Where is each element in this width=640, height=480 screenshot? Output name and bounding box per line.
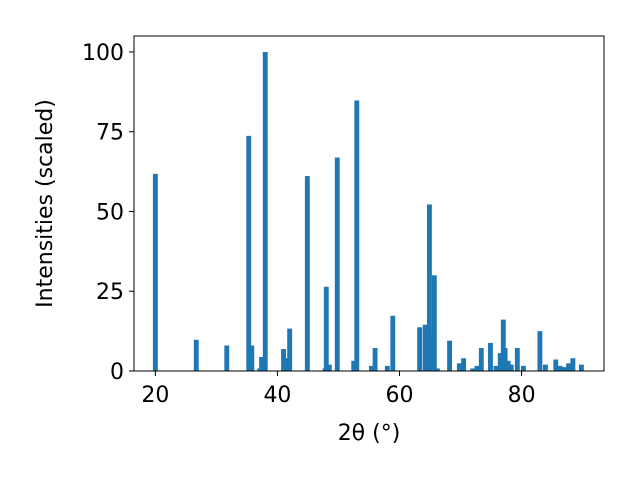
bar (384, 365, 390, 371)
bar (262, 51, 268, 371)
bar (456, 363, 462, 371)
x-axis-ticks: 20 40 60 80 (141, 371, 536, 408)
bar (287, 328, 293, 371)
bar (508, 364, 514, 371)
bar (259, 356, 265, 371)
bar (323, 286, 329, 371)
bar (500, 319, 506, 371)
x-tick-label: 60 (386, 383, 414, 408)
bar (152, 173, 158, 371)
bar (284, 358, 290, 371)
y-tick-label: 75 (96, 121, 124, 146)
bar (426, 204, 432, 371)
bar (417, 327, 423, 371)
x-tick-label: 40 (263, 383, 291, 408)
bar (505, 360, 511, 371)
y-axis-label: Intensities (scaled) (33, 99, 58, 308)
bar (351, 360, 357, 371)
x-axis-label: 2θ (°) (338, 421, 401, 446)
y-tick-label: 25 (96, 280, 124, 305)
bar (431, 275, 437, 371)
bar (249, 345, 255, 371)
bar (369, 365, 374, 371)
bar (578, 364, 584, 371)
bar (493, 365, 499, 371)
bar (478, 348, 484, 371)
bar (570, 358, 576, 371)
bar (461, 358, 467, 371)
bar (434, 368, 440, 371)
bar (422, 324, 428, 371)
bar (334, 157, 340, 371)
y-tick-label: 100 (82, 41, 124, 66)
bar (502, 348, 508, 371)
bar (326, 364, 332, 371)
x-tick-label: 20 (141, 383, 169, 408)
bar (557, 365, 563, 371)
bar (537, 331, 543, 371)
bar (390, 315, 396, 371)
bar (542, 364, 548, 371)
bar (372, 348, 378, 371)
bar (224, 345, 230, 371)
bar (474, 365, 480, 371)
y-axis-ticks: 0 25 50 75 100 (82, 41, 134, 385)
y-tick-label: 50 (96, 200, 124, 225)
bar (246, 135, 252, 371)
y-tick-label: 0 (110, 360, 124, 385)
bar (520, 365, 526, 371)
bar (553, 359, 559, 371)
bar (447, 340, 453, 371)
bar (562, 367, 568, 371)
bar (354, 100, 360, 371)
bar (566, 363, 572, 371)
bar (488, 342, 493, 371)
bar (470, 368, 476, 371)
bar (281, 348, 286, 371)
plot-frame (133, 35, 605, 372)
bar (497, 353, 503, 371)
x-tick-label: 80 (508, 383, 536, 408)
bar (193, 339, 199, 371)
bar (514, 348, 520, 371)
bars-group (152, 51, 584, 371)
bar (304, 176, 310, 371)
